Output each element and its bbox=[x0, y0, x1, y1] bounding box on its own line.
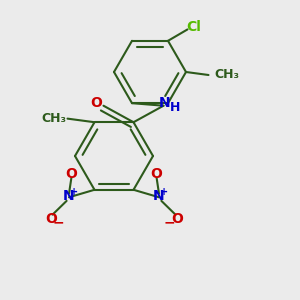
Text: N: N bbox=[63, 189, 75, 203]
Text: +: + bbox=[70, 187, 79, 197]
Text: O: O bbox=[65, 167, 77, 181]
Text: O: O bbox=[151, 167, 163, 181]
Text: CH₃: CH₃ bbox=[214, 68, 239, 82]
Text: O: O bbox=[171, 212, 183, 226]
Text: Cl: Cl bbox=[187, 20, 202, 34]
Text: O: O bbox=[45, 212, 57, 226]
Text: H: H bbox=[170, 101, 180, 114]
Text: O: O bbox=[90, 96, 102, 110]
Text: +: + bbox=[160, 187, 169, 197]
Text: N: N bbox=[153, 189, 165, 203]
Text: −: − bbox=[53, 215, 64, 229]
Text: −: − bbox=[164, 215, 175, 229]
Text: CH₃: CH₃ bbox=[41, 112, 66, 124]
Text: N: N bbox=[159, 96, 171, 110]
